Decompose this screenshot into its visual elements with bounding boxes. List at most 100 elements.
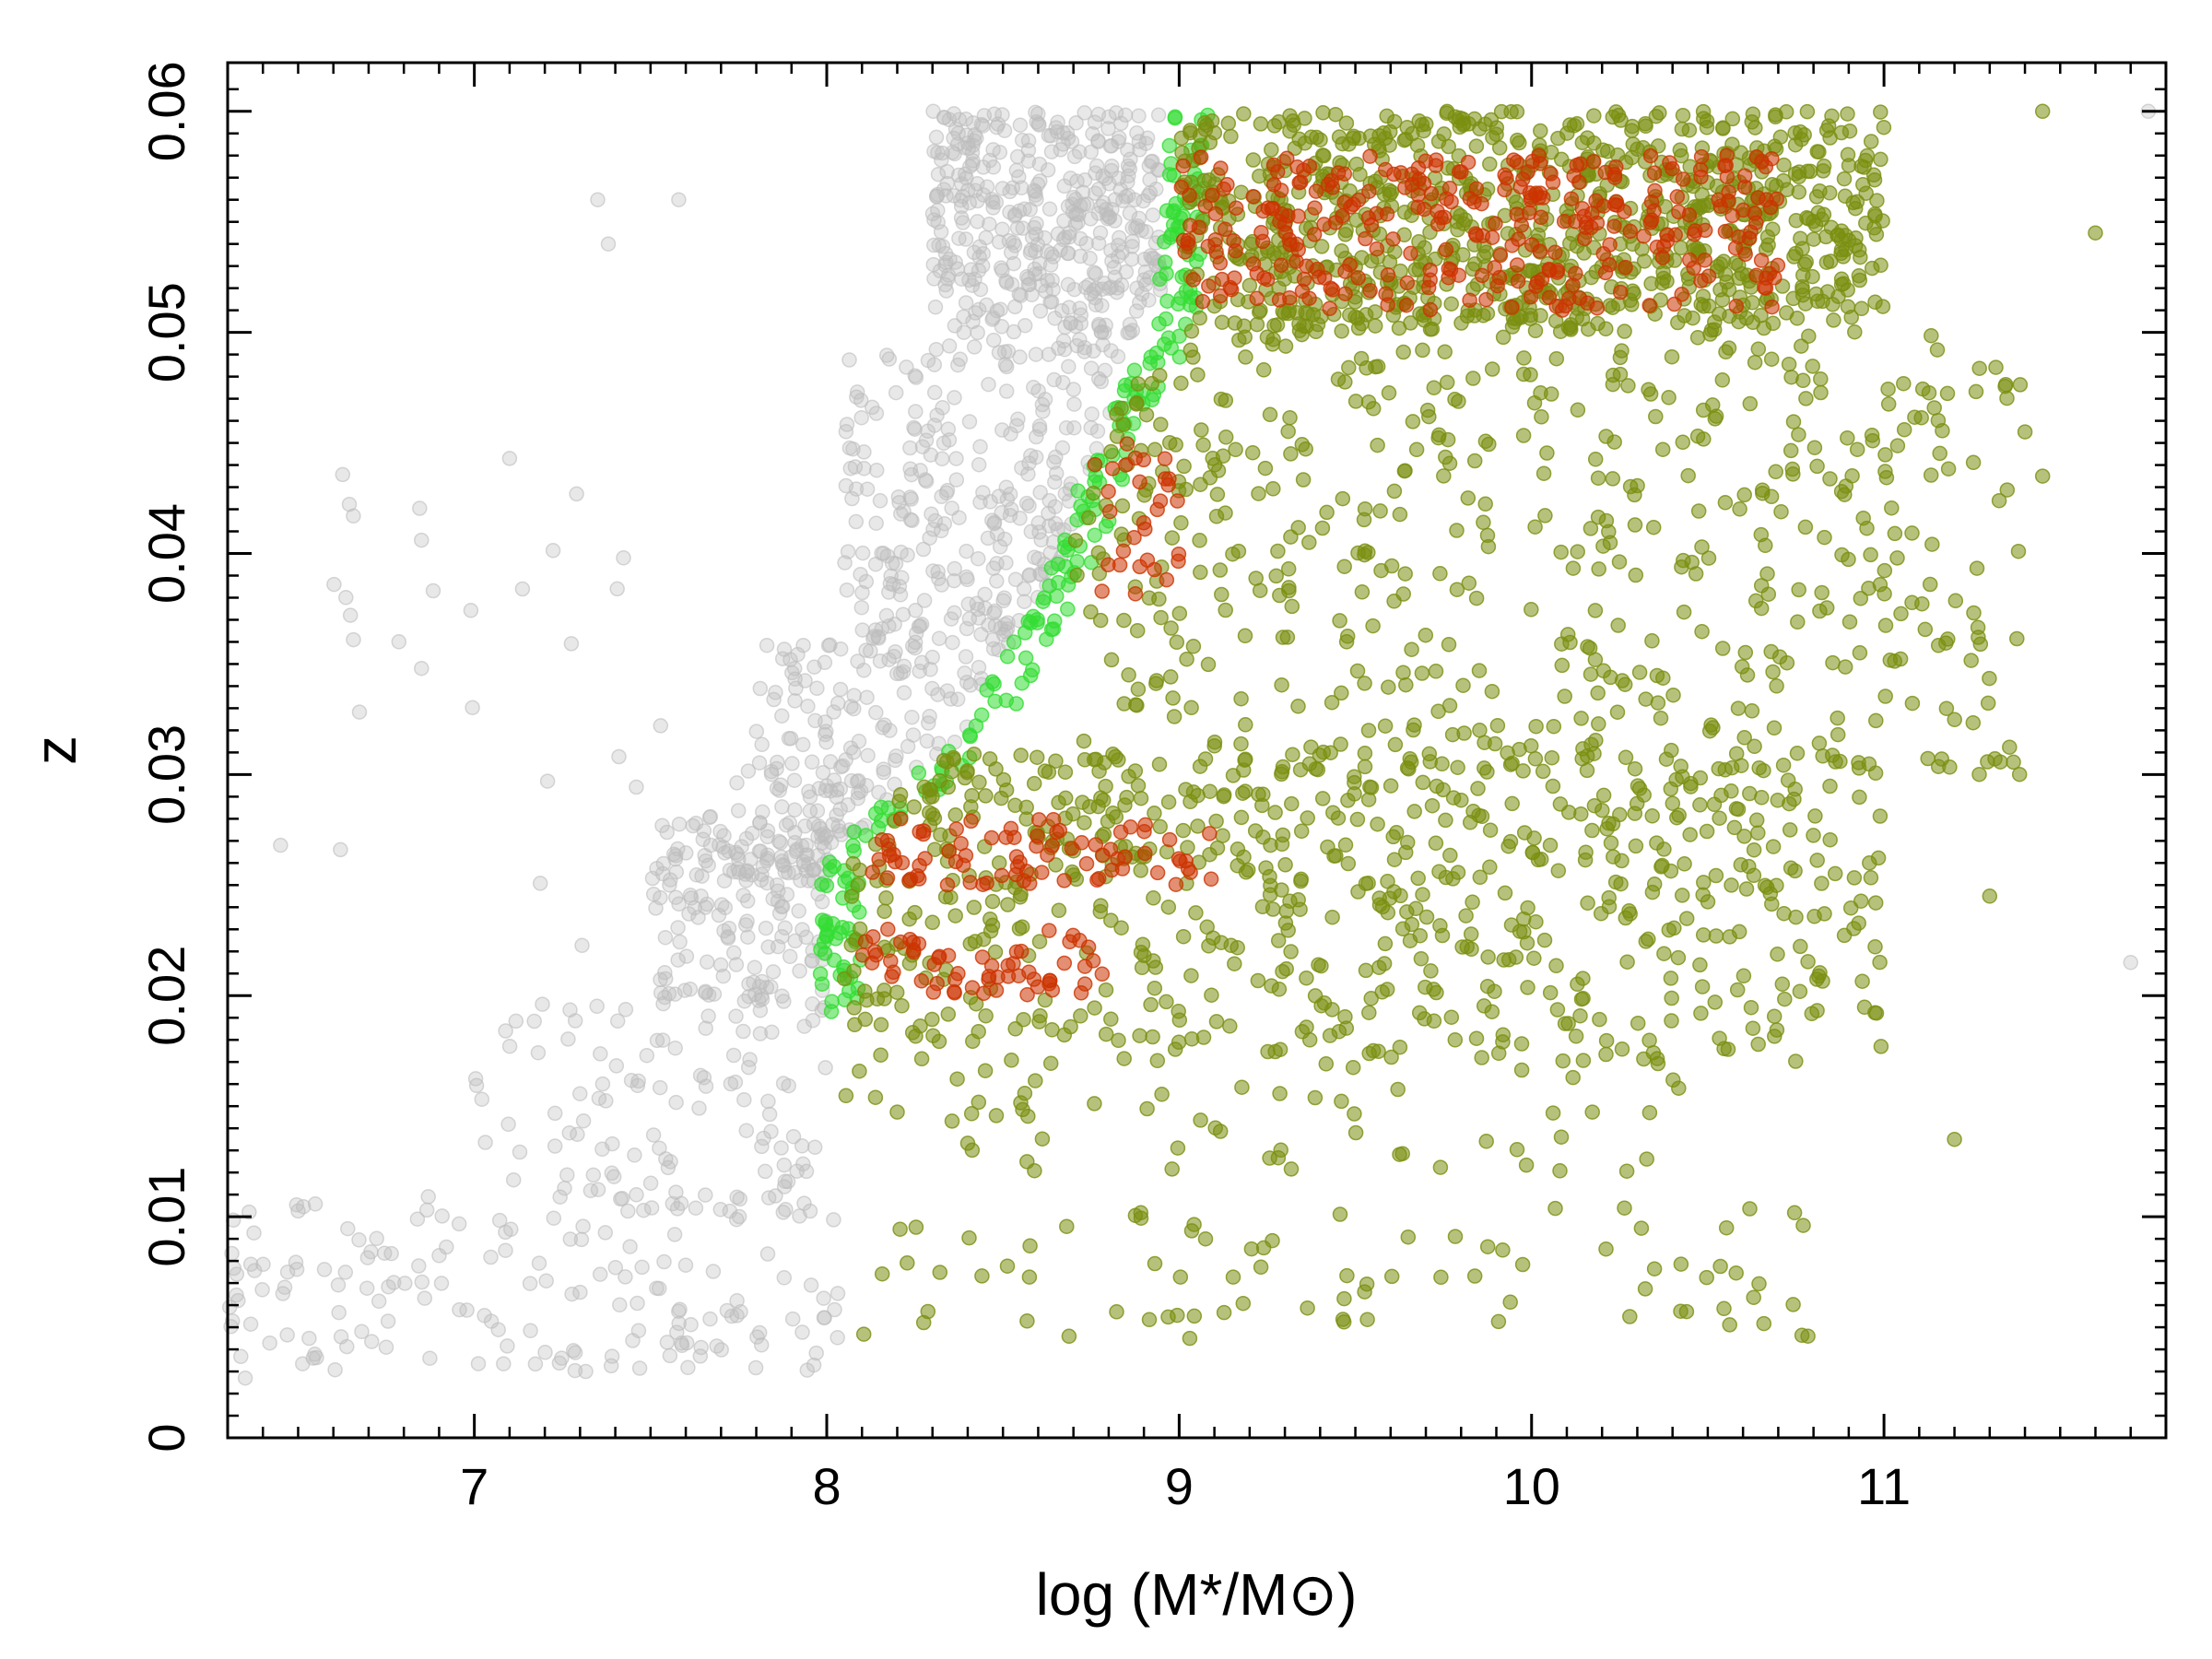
data-point (1126, 192, 1143, 208)
data-point (1089, 872, 1105, 888)
data-point (639, 1047, 655, 1064)
data-point (1811, 144, 1827, 160)
data-point (2088, 225, 2103, 241)
data-point (747, 959, 763, 975)
data-point (702, 1311, 718, 1327)
data-point (913, 973, 930, 989)
data-point (1334, 324, 1349, 339)
data-point (1717, 495, 1734, 511)
data-point (1119, 436, 1135, 452)
data-point (1117, 107, 1134, 124)
data-point (1044, 982, 1061, 998)
data-point (1280, 923, 1296, 938)
data-point (754, 866, 770, 883)
data-point (1968, 383, 1984, 400)
data-point (1046, 454, 1062, 470)
data-point (977, 1063, 994, 1078)
data-point (674, 1337, 690, 1354)
data-point (1357, 759, 1373, 775)
data-point (1020, 153, 1037, 170)
data-point (1381, 182, 1397, 198)
data-point (1176, 458, 1192, 475)
data-point (1175, 822, 1192, 839)
data-point (470, 1356, 487, 1371)
data-point (1737, 246, 1753, 263)
data-point (951, 510, 967, 525)
data-point (1162, 669, 1179, 685)
data-point (794, 922, 810, 937)
data-point (906, 799, 922, 815)
data-point (1787, 782, 1803, 797)
data-point (1777, 991, 1793, 1007)
data-point (1889, 438, 1906, 453)
data-point (1145, 207, 1161, 223)
data-point (1183, 324, 1200, 339)
data-point (1281, 582, 1297, 599)
data-point (1785, 1297, 1801, 1312)
data-point (830, 695, 846, 712)
data-point (971, 1024, 986, 1040)
data-point (1003, 426, 1018, 442)
data-point (1041, 347, 1057, 362)
data-point (1131, 134, 1147, 149)
data-point (1363, 991, 1379, 1006)
data-point (854, 622, 871, 638)
data-point (1482, 156, 1498, 172)
data-point (830, 1286, 846, 1301)
data-point (1098, 982, 1114, 998)
data-point (1791, 582, 1806, 598)
data-point (992, 144, 1008, 160)
data-point (1399, 275, 1416, 291)
data-point (1100, 121, 1116, 136)
data-point (1170, 493, 1185, 509)
data-point (1548, 958, 1564, 974)
data-point (852, 862, 868, 878)
data-point (1441, 637, 1457, 653)
data-point (2017, 424, 2033, 440)
data-point (1731, 229, 1747, 245)
data-point (1447, 392, 1463, 407)
data-point (974, 1268, 990, 1284)
data-point (512, 1144, 528, 1160)
data-point (741, 976, 757, 992)
data-point (1124, 239, 1140, 254)
data-point (1150, 107, 1167, 124)
data-point (1127, 586, 1144, 602)
data-point (932, 263, 948, 279)
data-point (1430, 216, 1446, 232)
data-point (924, 680, 940, 697)
data-point (1552, 324, 1569, 339)
data-point (677, 982, 693, 998)
data-point (514, 581, 531, 597)
data-point (818, 1060, 833, 1076)
data-point (1840, 429, 1855, 446)
data-point (1166, 709, 1182, 724)
data-point (1167, 109, 1183, 125)
data-point (1428, 664, 1444, 679)
data-point (333, 841, 348, 858)
data-point (1086, 265, 1102, 280)
data-point (1852, 645, 1868, 661)
data-point (1282, 289, 1298, 306)
data-point (1921, 384, 1937, 401)
data-point (354, 1324, 370, 1340)
data-point (1097, 362, 1113, 379)
data-point (1111, 171, 1127, 186)
data-point (1383, 558, 1400, 574)
data-point (1553, 151, 1570, 168)
data-point (1534, 409, 1549, 425)
data-point (1450, 759, 1465, 775)
data-point (668, 864, 685, 880)
data-point (1707, 994, 1724, 1010)
data-point (892, 587, 909, 603)
data-point (881, 584, 897, 600)
data-point (782, 815, 797, 831)
data-point (974, 949, 991, 965)
y-tick-label: 0.03 (137, 724, 195, 825)
data-point (994, 505, 1009, 521)
data-point (1774, 976, 1791, 993)
data-point (1846, 870, 1863, 886)
data-point (1278, 960, 1294, 977)
data-point (774, 928, 790, 945)
data-point (850, 877, 866, 893)
